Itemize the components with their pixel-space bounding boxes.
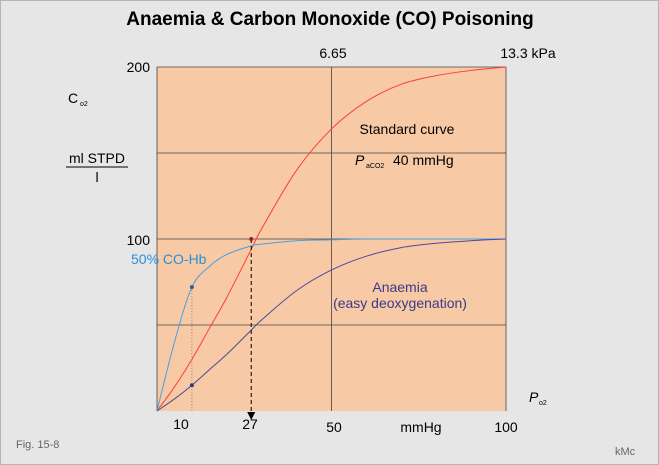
x-tick-label-27: 27 xyxy=(242,416,258,432)
x-axis-symbol: P xyxy=(529,389,539,405)
y-axis-subscript: o2 xyxy=(80,101,88,108)
markers xyxy=(189,237,254,388)
paco2-symbol: P xyxy=(355,152,365,168)
y-unit-bottom: l xyxy=(95,169,98,185)
y-unit-top: ml STPD xyxy=(69,150,125,166)
top-axis-tick-label: 6.65 xyxy=(319,45,346,61)
chart-title: Anaemia & Carbon Monoxide (CO) Poisoning xyxy=(126,9,533,30)
series-line-standard-curve xyxy=(156,66,507,412)
paco2-value: 40 mmHg xyxy=(393,152,454,168)
y-axis-label: C o2 ml STPD l xyxy=(66,90,128,185)
standard-curve-label: Standard curve xyxy=(360,121,455,137)
anaemia-label: Anaemia xyxy=(372,279,427,295)
anaemia-sublabel: (easy deoxygenation) xyxy=(333,295,467,311)
x-tick-label-50: 50 xyxy=(326,419,342,435)
guides xyxy=(191,239,256,420)
marker-point xyxy=(249,237,254,241)
x-unit-label: mmHg xyxy=(400,419,441,435)
x-axis-subscript: o2 xyxy=(539,400,547,407)
marker-point xyxy=(189,285,194,290)
series-line-50-co-hb xyxy=(156,238,506,412)
y-tick-label-200: 200 xyxy=(127,59,151,75)
y-tick-label-100: 100 xyxy=(127,232,151,248)
guide-arrowhead xyxy=(247,412,256,420)
co-hb-label: 50% CO-Hb xyxy=(131,251,207,267)
author-mark: kMc xyxy=(615,446,636,458)
marker-point xyxy=(189,383,194,388)
figure-number: Fig. 15-8 xyxy=(16,439,59,451)
x-tick-label-100: 100 xyxy=(494,419,518,435)
top-axis-end-label: 13.3 kPa xyxy=(500,45,555,61)
paco2-subscript: aCO2 xyxy=(366,163,384,170)
x-tick-label-10: 10 xyxy=(173,416,189,432)
y-axis-symbol: C xyxy=(68,90,78,106)
